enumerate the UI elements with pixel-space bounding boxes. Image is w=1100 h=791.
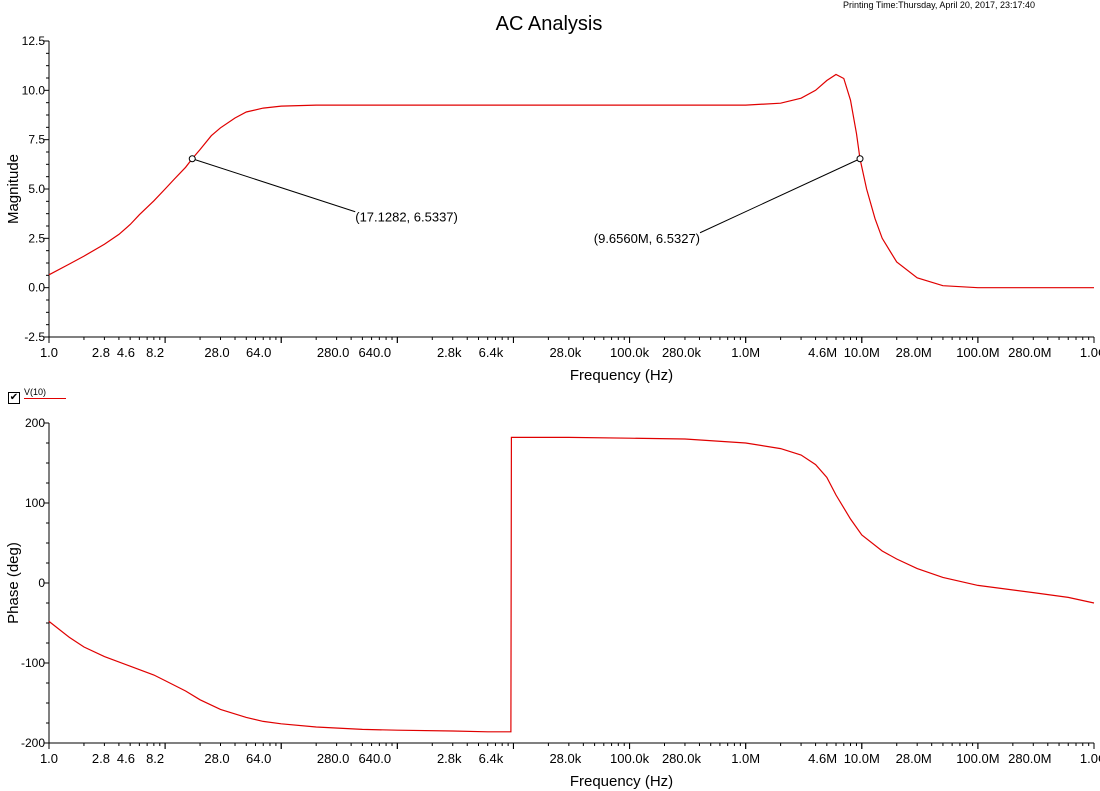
magnitude-plot: -2.5 0.0 2.5 5.0 7.5 10.0 12.5 1.0 2.8 4.6 8.2 28.0… xyxy=(5,34,1100,384)
mag-x-tick-label: 4.6 xyxy=(117,345,135,360)
phase-x-tick-label: 1.0M xyxy=(731,751,760,766)
mag-annotation-label: (9.6560M, 6.5327) xyxy=(594,231,700,246)
legend-checkbox[interactable]: ✔ xyxy=(8,392,20,404)
mag-x-tick-label: 2.8k xyxy=(437,345,462,360)
mag-x-tick-label: 100.0k xyxy=(610,345,650,360)
phase-x-tick-label: 1.0G xyxy=(1080,751,1100,766)
mag-annotation-label: (17.1282, 6.5337) xyxy=(355,210,458,225)
phase-x-tick-label: 4.6M xyxy=(808,751,837,766)
mag-y-tick-label: 5.0 xyxy=(28,182,45,196)
mag-x-axis-label: Frequency (Hz) xyxy=(570,367,673,384)
mag-x-tick-label: 4.6M xyxy=(808,345,837,360)
phase-series-line-0 xyxy=(48,436,1095,733)
phase-x-tick-label: 2.8 xyxy=(92,751,110,766)
phase-y-tick-label: 0 xyxy=(38,576,45,590)
phase-y-tick-label: -100 xyxy=(21,656,45,670)
mag-x-tick-label: 6.4k xyxy=(479,345,504,360)
mag-x-tick-label: 100.0M xyxy=(956,345,999,360)
phase-x-tick-label: 10.0M xyxy=(844,751,880,766)
mag-x-tick-label: 28.0k xyxy=(549,345,581,360)
mag-x-tick-label: 640.0 xyxy=(359,345,392,360)
legend[interactable]: ✔ V(10) xyxy=(8,386,78,404)
mag-x-tick-label: 1.0 xyxy=(40,345,58,360)
mag-annotation-leader xyxy=(699,158,861,234)
print-time: Printing Time:Thursday, April 20, 2017, … xyxy=(843,0,1035,10)
phase-x-axis-label: Frequency (Hz) xyxy=(570,773,673,790)
phase-x-tick-label: 6.4k xyxy=(479,751,504,766)
phase-x-tick-label: 64.0 xyxy=(246,751,271,766)
phase-y-axis-label: Phase (deg) xyxy=(5,542,22,624)
phase-x-tick-label: 280.0k xyxy=(662,751,702,766)
mag-x-tick-label: 28.0M xyxy=(896,345,932,360)
mag-y-tick-label: 2.5 xyxy=(28,231,45,245)
mag-annotation-marker xyxy=(188,155,196,163)
mag-y-tick-label: 0.0 xyxy=(28,281,45,295)
phase-x-tick-label: 28.0M xyxy=(896,751,932,766)
phase-y-tick-label: 200 xyxy=(25,416,45,430)
phase-x-tick-label: 4.6 xyxy=(117,751,135,766)
mag-x-tick-label: 280.0 xyxy=(317,345,350,360)
phase-x-tick-label: 640.0 xyxy=(359,751,392,766)
phase-x-tick-label: 100.0k xyxy=(610,751,650,766)
mag-x-tick-label: 1.0G xyxy=(1080,345,1100,360)
phase-x-tick-label: 1.0 xyxy=(40,751,58,766)
phase-plot: -200 -100 0 100 200 1.0 2.8 4.6 8.2 28.0 64.0 280.0… xyxy=(5,416,1100,790)
mag-y-tick-label: 10.0 xyxy=(22,83,46,97)
phase-x-tick-label: 2.8k xyxy=(437,751,462,766)
mag-x-tick-label: 1.0M xyxy=(731,345,760,360)
mag-series-line-0 xyxy=(48,73,1094,289)
phase-x-tick-label: 280.0M xyxy=(1008,751,1051,766)
mag-annotation-marker xyxy=(856,155,864,163)
mag-x-tick-label: 28.0 xyxy=(204,345,229,360)
phase-y-tick-label: 100 xyxy=(25,496,45,510)
legend-label: V(10) xyxy=(24,387,47,397)
phase-x-tick-label: 8.2 xyxy=(146,751,164,766)
phase-x-tick-label: 28.0k xyxy=(549,751,581,766)
mag-y-tick-label: 7.5 xyxy=(28,133,45,147)
mag-x-tick-label: 2.8 xyxy=(92,345,110,360)
chart-title: AC Analysis xyxy=(496,13,603,35)
mag-annotation-leader xyxy=(192,158,356,213)
mag-y-axis-label: Magnitude xyxy=(5,154,22,224)
mag-x-tick-label: 280.0k xyxy=(662,345,702,360)
mag-x-tick-label: 8.2 xyxy=(146,345,164,360)
mag-x-tick-label: 10.0M xyxy=(844,345,880,360)
mag-x-tick-label: 280.0M xyxy=(1008,345,1051,360)
mag-y-tick-label: -2.5 xyxy=(24,330,45,344)
mag-y-tick-label: 12.5 xyxy=(22,34,46,48)
phase-x-tick-label: 100.0M xyxy=(956,751,999,766)
phase-x-tick-label: 28.0 xyxy=(204,751,229,766)
phase-y-tick-label: -200 xyxy=(21,736,45,750)
phase-x-tick-label: 280.0 xyxy=(317,751,350,766)
mag-x-tick-label: 64.0 xyxy=(246,345,271,360)
legend-line-swatch xyxy=(24,398,66,399)
